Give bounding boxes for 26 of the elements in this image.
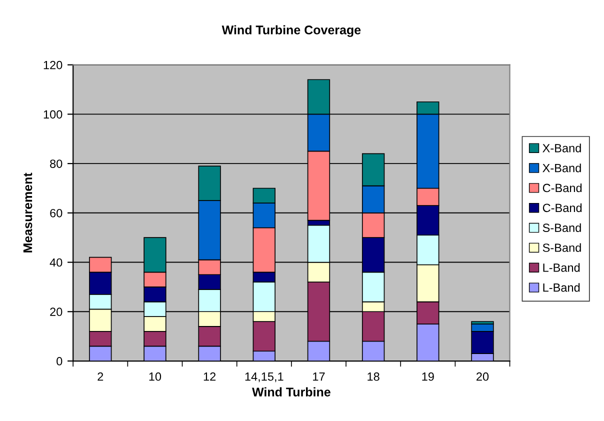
y-tick-label: 20 — [50, 308, 62, 316]
legend-label: L-Band — [543, 283, 580, 292]
x-tick-label: 12 — [204, 372, 216, 381]
x-tick-label: 10 — [149, 372, 162, 381]
y-tick-label: 120 — [44, 60, 62, 70]
x-tick-label: 17 — [313, 372, 325, 381]
legend-label: C-Band — [542, 203, 582, 212]
legend-label: C-Band — [542, 183, 582, 192]
y-tick-label: 40 — [50, 258, 62, 267]
x-tick-label: 2 — [98, 372, 104, 381]
x-tick-label: 14,15,1 — [245, 372, 284, 382]
legend-label: X-Band — [542, 144, 581, 152]
y-tick-label: 100 — [44, 110, 62, 119]
x-tick-label: 19 — [422, 372, 434, 381]
chart-title: Wind Turbine Coverage — [222, 25, 361, 37]
legend-label: S-Band — [542, 243, 581, 252]
y-tick-label: 0 — [56, 357, 62, 366]
legend-label: S-Band — [542, 223, 581, 232]
x-tick-label: 18 — [368, 372, 380, 381]
y-axis-title: Measurement — [23, 172, 32, 252]
x-tick-label: 20 — [476, 372, 489, 381]
y-tick-label: 60 — [50, 208, 62, 218]
legend-label: X-Band — [542, 164, 581, 172]
y-tick-label: 80 — [50, 160, 62, 168]
legend-label: L-Band — [543, 263, 580, 272]
x-axis-title: Wind Turbine — [252, 387, 330, 396]
